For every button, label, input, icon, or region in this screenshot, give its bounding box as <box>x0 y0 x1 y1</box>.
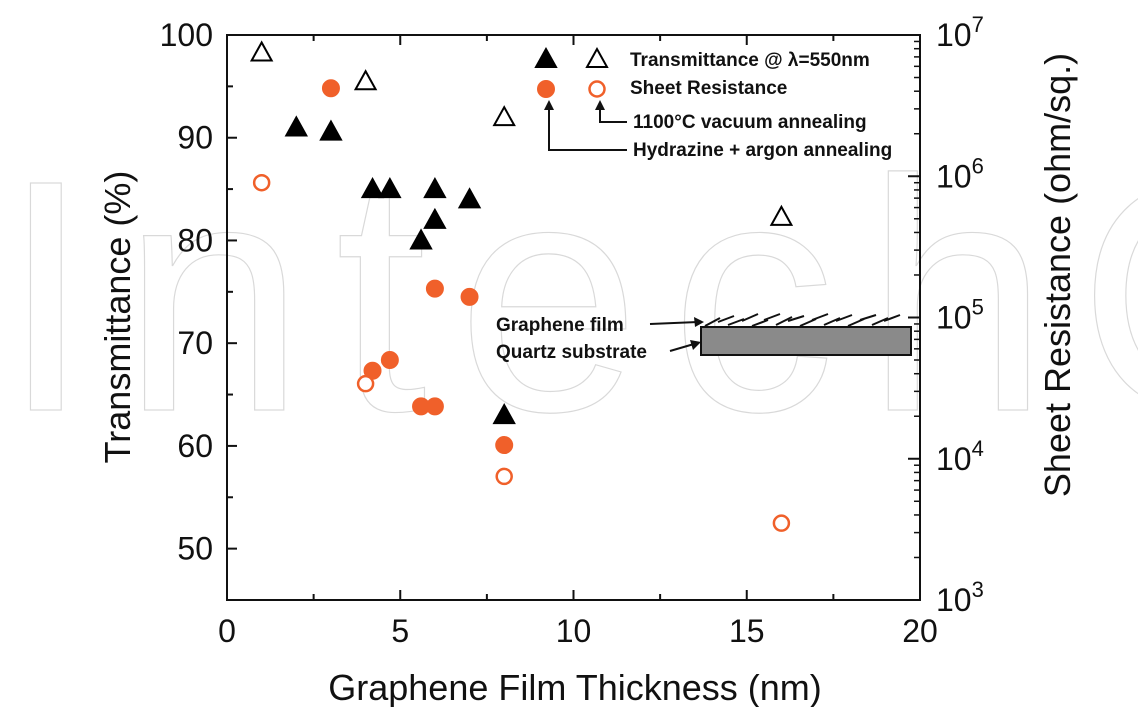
y2-tick-label: 106 <box>936 153 984 194</box>
data-point <box>460 287 479 306</box>
data-point <box>356 374 375 393</box>
legend-marker-filled-triangle <box>534 46 558 68</box>
y-tick-label: 80 <box>177 222 213 258</box>
legend-marker-open-triangle <box>585 46 609 68</box>
data-point <box>425 397 444 416</box>
series-group <box>284 115 516 425</box>
legend-label-resistance: Sheet Resistance <box>630 78 787 99</box>
x-tick-label: 0 <box>218 613 236 649</box>
graphene-flake <box>787 315 805 322</box>
data-point <box>492 105 516 127</box>
graphene-flake <box>823 317 841 326</box>
graphene-flake <box>751 319 769 327</box>
arrowhead-substrate <box>690 340 701 350</box>
graphene-flake <box>741 313 759 322</box>
x-tick-label: 15 <box>729 613 765 649</box>
series-group <box>252 173 791 532</box>
graphene-flake <box>704 317 721 327</box>
annotation-hydrazine: Hydrazine + argon annealing <box>633 140 892 161</box>
arrowhead-vacuum <box>595 100 605 110</box>
graphene-flake <box>859 314 877 321</box>
inset-label-substrate: Quartz substrate <box>496 342 647 363</box>
y2-tick-label: 104 <box>936 436 984 477</box>
y-tick-label: 90 <box>177 120 213 156</box>
data-point <box>252 173 271 192</box>
x-tick-label: 20 <box>902 613 938 649</box>
quartz-substrate-block <box>700 326 912 356</box>
arrowhead-film <box>694 317 704 327</box>
data-point <box>284 115 308 137</box>
x-tick-label: 10 <box>556 613 592 649</box>
data-point <box>409 228 433 250</box>
data-point <box>380 351 399 370</box>
y-axis-title: Transmittance (%) <box>97 171 138 464</box>
data-point <box>360 177 385 199</box>
data-point <box>423 207 447 229</box>
arrow-substrate <box>669 343 695 352</box>
legend: Transmittance @ λ=550nm Sheet Resistance 1… <box>534 46 892 161</box>
chart-marks <box>249 40 794 532</box>
arrow-hydrazine <box>548 104 627 151</box>
data-point <box>495 467 513 486</box>
plot-axes: 0 5 10 15 20 50 60 70 80 90 100 103 104 105 106 107 <box>160 12 984 649</box>
y2-tick-label: 103 <box>936 577 984 618</box>
y2-tick-label: 105 <box>936 295 984 336</box>
graphene-flake <box>717 315 735 323</box>
graphene-flake <box>727 318 745 326</box>
legend-label-transmittance: Transmittance @ λ=550nm <box>630 50 870 71</box>
watermark: IntechOpen <box>0 111 1138 482</box>
data-point <box>772 514 791 532</box>
legend-marker-filled-circle <box>537 80 555 98</box>
data-point <box>423 177 447 199</box>
graphene-flake <box>811 313 829 321</box>
x-tick-label: 5 <box>391 613 409 649</box>
y2-axis-title: Sheet Resistance (ohm/sq.) <box>1037 53 1078 497</box>
y2-tick-label: 107 <box>936 12 984 53</box>
graphene-flake <box>763 313 781 321</box>
arrowhead-hydrazine <box>544 100 554 110</box>
y-tick-label: 100 <box>160 17 213 53</box>
data-point <box>321 79 340 98</box>
inset-label-film: Graphene film <box>496 315 624 336</box>
series-group <box>321 79 514 455</box>
data-point <box>492 403 516 425</box>
graphene-flake <box>871 317 889 326</box>
data-point <box>425 279 444 298</box>
data-point <box>353 69 378 91</box>
y-tick-label: 70 <box>177 325 213 361</box>
graphene-flake <box>835 314 853 322</box>
legend-marker-open-circle <box>588 80 606 98</box>
data-point <box>378 177 402 199</box>
inset-diagram: Graphene film Quartz substrate <box>496 313 912 363</box>
y-tick-label: 60 <box>177 428 213 464</box>
series-group <box>249 40 794 226</box>
graphene-flake <box>775 316 793 326</box>
data-point <box>457 187 482 209</box>
annotation-vacuum: 1100°C vacuum annealing <box>633 112 867 133</box>
data-point <box>319 119 343 141</box>
x-axis-title: Graphene Film Thickness (nm) <box>328 667 822 707</box>
data-point <box>769 204 794 226</box>
graphene-flake <box>883 314 901 322</box>
data-point <box>495 436 514 455</box>
y-tick-label: 50 <box>177 531 213 567</box>
data-point <box>249 40 274 62</box>
arrow-film <box>649 321 699 325</box>
